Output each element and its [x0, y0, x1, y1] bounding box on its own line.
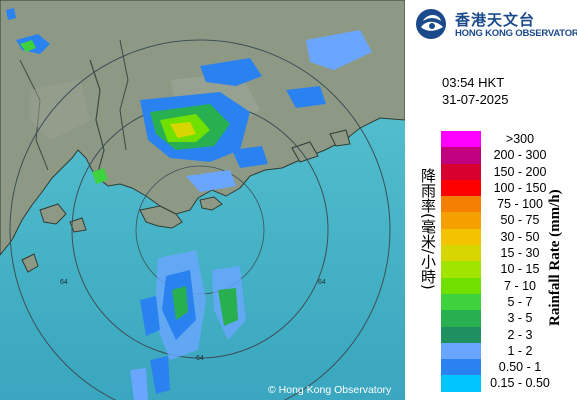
range-ring-label-bottom: 64 — [196, 355, 204, 362]
radar-map[interactable]: 64 64 64 © Hong Kong Observatory — [0, 0, 405, 400]
scale-label: 75 - 100 — [497, 197, 543, 212]
radar-time: 03:54 HKT — [442, 75, 505, 90]
scale-label: 1 - 2 — [507, 343, 533, 358]
rainfall-scale: >300 200 - 300 150 - 200 100 - 150 75 - 100 5… — [441, 131, 550, 392]
scale-label: 3 - 5 — [507, 311, 533, 326]
range-ring-label-right: 64 — [318, 279, 326, 286]
hko-logo: 香港天文台 HONG KONG OBSERVATORY — [415, 7, 577, 43]
scale-row: 5 - 7 — [441, 293, 533, 311]
scale-label: 100 - 150 — [493, 180, 547, 195]
scale-label: 15 - 30 — [500, 246, 540, 261]
range-ring-outer — [9, 39, 391, 400]
org-name-en: HONG KONG OBSERVATORY — [455, 28, 577, 39]
land-west-islands — [21, 203, 87, 273]
legend-title-cn: 降雨率(毫米/小時) — [419, 168, 437, 290]
land-lantau — [139, 205, 183, 229]
scale-label: >300 — [505, 132, 535, 146]
scale-row: 10 - 15 — [441, 261, 539, 278]
scale-row: 50 - 75 — [441, 212, 539, 229]
scale-row: 30 - 50 — [441, 228, 539, 246]
scale-label: 5 - 7 — [507, 294, 533, 309]
range-ring-label-left: 64 — [60, 279, 68, 286]
urban-area — [30, 80, 90, 140]
scale-row: 0.15 - 0.50 — [441, 375, 550, 392]
scale-label: 2 - 3 — [507, 327, 533, 342]
scale-row: 75 - 100 — [441, 196, 543, 213]
scale-row: >300 — [441, 131, 534, 148]
scale-label: 0.50 - 1 — [498, 360, 542, 375]
radar-date: 31-07-2025 — [442, 92, 509, 107]
scale-row: 200 - 300 — [441, 147, 546, 164]
scale-label: 10 - 15 — [500, 262, 540, 277]
scale-row: 2 - 3 — [441, 326, 533, 343]
scale-row: 3 - 5 — [441, 310, 533, 327]
scale-label: 150 - 200 — [493, 164, 547, 179]
rain-echoes — [6, 8, 372, 400]
scale-label: 7 - 10 — [504, 278, 536, 293]
land-east-islands — [291, 129, 351, 163]
scale-row: 1 - 2 — [441, 342, 533, 360]
org-name-cn: 香港天文台 — [455, 11, 536, 29]
river — [119, 39, 129, 151]
scale-label: 30 - 50 — [500, 229, 540, 244]
scale-row: 100 - 150 — [441, 179, 546, 197]
scale-label: 200 - 300 — [493, 148, 547, 163]
scale-label: 50 - 75 — [500, 213, 540, 228]
info-panel: 香港天文台 HONG KONG OBSERVATORY 03:54 HKT 31… — [405, 0, 577, 400]
radar-map-canvas: 64 64 64 — [0, 0, 405, 400]
hko-logo-icon — [416, 9, 446, 39]
scale-row: 0.50 - 1 — [441, 359, 541, 376]
land-hk-island — [199, 196, 223, 211]
scale-row: 15 - 30 — [441, 245, 539, 262]
river — [89, 59, 105, 173]
copyright-text: © Hong Kong Observatory — [268, 384, 392, 396]
scale-row: 150 - 200 — [441, 163, 546, 180]
scale-label: 0.15 - 0.50 — [490, 376, 550, 391]
scale-row: 7 - 10 — [441, 277, 536, 294]
legend-title-en: Rainfall Rate (mm/h) — [547, 189, 563, 327]
